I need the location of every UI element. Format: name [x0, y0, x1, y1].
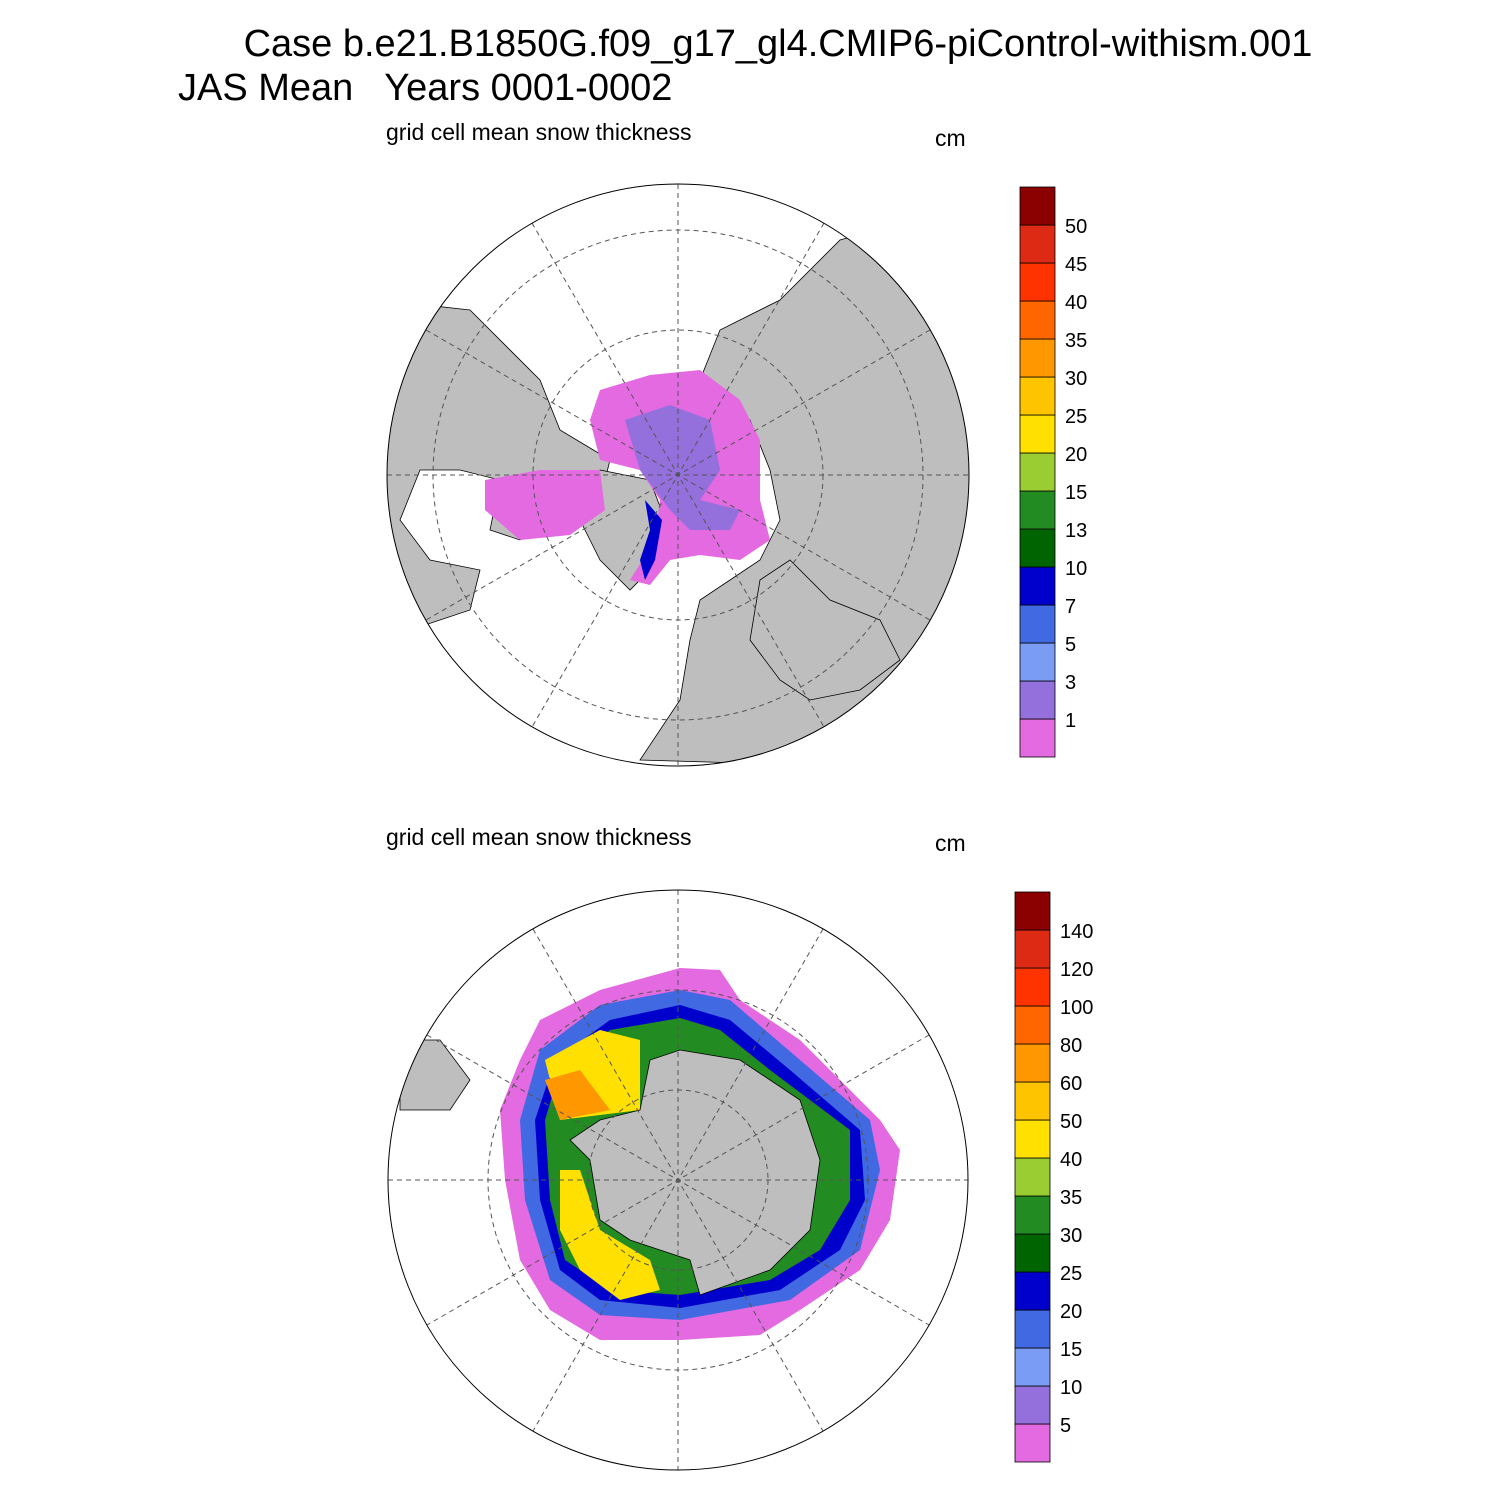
colorbar-box — [1019, 414, 1056, 454]
longitude-lines — [387, 184, 969, 766]
colorbar-box — [1014, 891, 1051, 931]
colorbar-box — [1019, 338, 1056, 378]
colorbar-label: 35 — [1060, 1187, 1082, 1209]
colorbar-box — [1014, 1309, 1051, 1349]
colorbar-label: 60 — [1060, 1073, 1082, 1095]
colorbar-label: 5 — [1060, 1415, 1071, 1437]
colorbar-box — [1014, 1119, 1051, 1159]
ice-snow — [560, 1170, 660, 1300]
colorbar-box — [1019, 528, 1056, 568]
colorbar-box — [1019, 376, 1056, 416]
colorbar-label: 10 — [1060, 1377, 1082, 1399]
colorbar-label: 5 — [1065, 634, 1076, 656]
arctic-map — [386, 183, 970, 767]
colorbar-box — [1019, 452, 1056, 492]
colorbar-label: 20 — [1065, 444, 1087, 466]
colorbar-box — [1014, 967, 1051, 1007]
panel-title: grid cell mean snow thickness — [386, 824, 692, 850]
colorbar-box — [1019, 680, 1056, 720]
colorbar-label: 50 — [1065, 216, 1087, 238]
colorbar-box — [1019, 490, 1056, 530]
ice-snow — [485, 470, 605, 540]
colorbar-label: 120 — [1060, 959, 1093, 981]
colorbar-box — [1019, 186, 1056, 226]
colorbar-label: 25 — [1065, 406, 1087, 428]
colorbar-label: 15 — [1060, 1339, 1082, 1361]
colorbar-box — [1014, 929, 1051, 969]
colorbar-label: 40 — [1065, 292, 1087, 314]
colorbar-label: 10 — [1065, 558, 1087, 580]
colorbar-label: 3 — [1065, 672, 1076, 694]
colorbar-label: 1 — [1065, 710, 1076, 732]
colorbar-label: 25 — [1060, 1263, 1082, 1285]
colorbar-box — [1014, 1081, 1051, 1121]
colorbar-label: 100 — [1060, 997, 1093, 1019]
panel-title: grid cell mean snow thickness — [386, 119, 692, 145]
colorbar-label: 45 — [1065, 254, 1087, 276]
colorbar-box — [1019, 224, 1056, 264]
colorbar-box — [1014, 1233, 1051, 1273]
colorbar-label: 30 — [1060, 1225, 1082, 1247]
colorbar-box — [1019, 300, 1056, 340]
colorbar-box — [1019, 262, 1056, 302]
colorbar-box — [1014, 1271, 1051, 1311]
colorbar-box — [1014, 1423, 1051, 1463]
colorbar-box — [1019, 642, 1056, 682]
colorbar-box — [1014, 1157, 1051, 1197]
map-border — [386, 183, 970, 767]
colorbar-box — [1014, 1385, 1051, 1425]
title-line2: JAS Mean Years 0001-0002 — [178, 67, 672, 109]
ice-snow — [640, 500, 662, 580]
ice-snow — [545, 1070, 610, 1120]
colorbar-box — [1019, 718, 1056, 758]
longitude-lines — [388, 890, 968, 1470]
colorbar-label: 140 — [1060, 921, 1093, 943]
colorbar-box — [1014, 1195, 1051, 1235]
colorbar-label: 30 — [1065, 368, 1087, 390]
colorbar-label: 40 — [1060, 1149, 1082, 1171]
colorbar-box — [1014, 1347, 1051, 1387]
colorbar-label: 35 — [1065, 330, 1087, 352]
colorbar-box — [1019, 566, 1056, 606]
colorbar-box — [1019, 604, 1056, 644]
colorbar-box — [1014, 1005, 1051, 1045]
antarctic-map — [387, 889, 969, 1471]
units: cm — [935, 830, 966, 856]
colorbars: 1357101315202530354045505101520253035405… — [1014, 186, 1093, 1463]
colorbar-label: 13 — [1065, 520, 1087, 542]
units: cm — [935, 125, 966, 151]
map-border — [387, 889, 969, 1471]
title-line1: Case b.e21.B1850G.f09_g17_gl4.CMIP6-piCo… — [244, 23, 1313, 65]
colorbar-label: 15 — [1065, 482, 1087, 504]
land — [569, 1049, 821, 1296]
colorbar-label: 20 — [1060, 1301, 1082, 1323]
colorbar-label: 50 — [1060, 1111, 1082, 1133]
colorbar-box — [1014, 1043, 1051, 1083]
colorbar-label: 7 — [1065, 596, 1076, 618]
colorbar-label: 80 — [1060, 1035, 1082, 1057]
